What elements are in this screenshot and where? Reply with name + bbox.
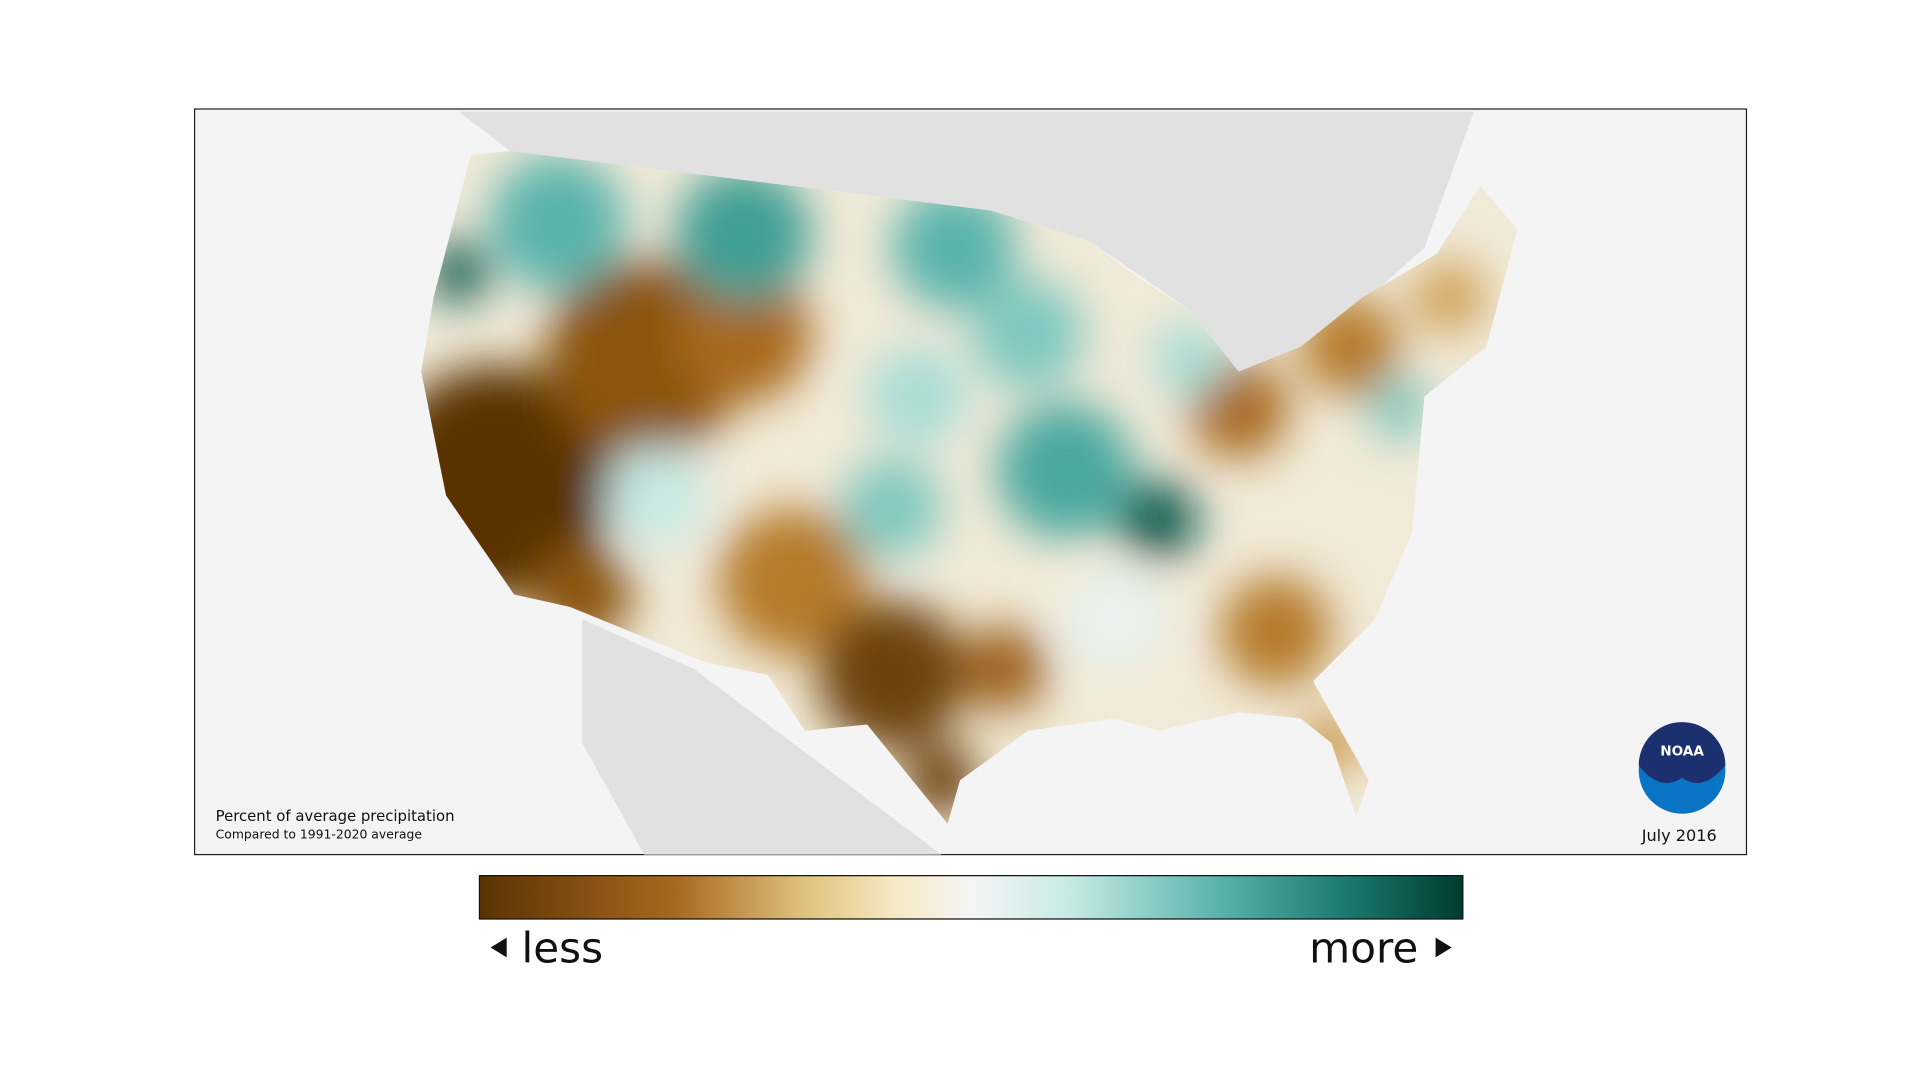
legend-low-label: less [522, 923, 603, 972]
noaa-logo: NOAA [1638, 722, 1726, 814]
logo-text: NOAA [1660, 744, 1704, 760]
caption-title: Percent of average precipitation [216, 807, 455, 825]
caption-subtitle: Compared to 1991-2020 average [216, 827, 422, 841]
mexico-land [582, 619, 942, 855]
color-bar [478, 875, 1464, 920]
legend-high-label: more [1309, 923, 1418, 972]
canada-land [458, 111, 1474, 372]
less-arrow [490, 937, 507, 958]
more-arrow [1435, 937, 1452, 958]
map-date: July 2016 [1641, 826, 1717, 845]
